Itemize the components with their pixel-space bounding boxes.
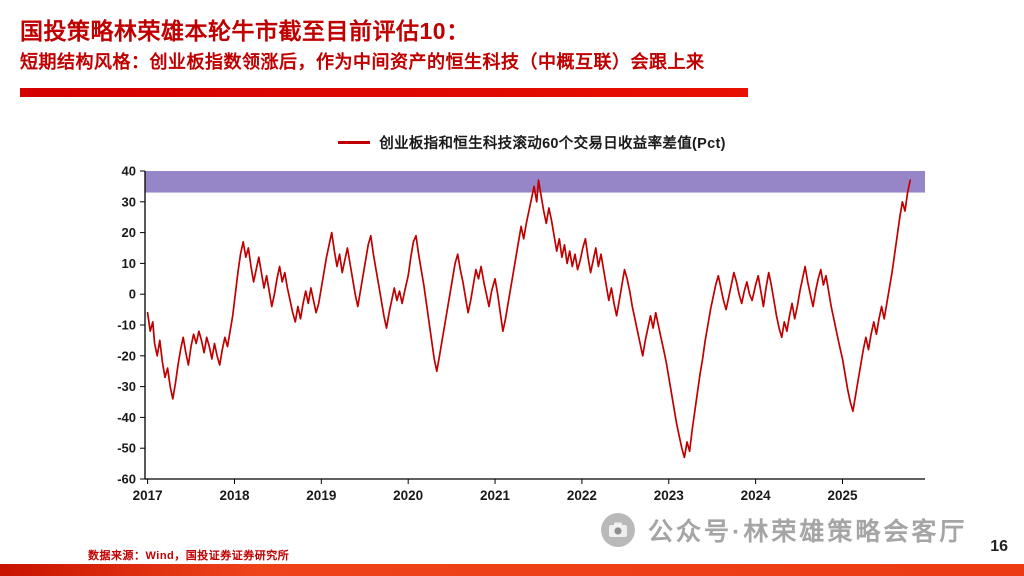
x-tick-label: 2019 (306, 488, 336, 503)
y-tick-label: -20 (117, 348, 136, 363)
y-tick-label: -10 (117, 318, 136, 333)
highlight-band (145, 171, 925, 193)
camera-icon (600, 512, 636, 548)
page-number: 16 (990, 538, 1008, 555)
watermark: 公众号·林荣雄策略会客厅 (600, 512, 967, 548)
x-tick-label: 2018 (219, 488, 250, 503)
y-tick-label: 10 (122, 256, 136, 271)
y-tick-label: -40 (117, 410, 136, 425)
y-tick-label: -50 (117, 441, 136, 456)
chart-block: 创业板指和恒生科技滚动60个交易日收益率差值(Pct) 40 30 20 10 0 -10… (87, 126, 937, 513)
bottom-accent-bar (0, 564, 1024, 576)
y-tick-label: 0 (129, 287, 136, 302)
source-note: 数据来源：Wind，国投证券证券研究所 (88, 550, 290, 562)
legend-label: 创业板指和恒生科技滚动60个交易日收益率差值(Pct) (379, 136, 726, 152)
watermark-text: 公众号·林荣雄策略会客厅 (648, 518, 968, 546)
x-tick-label: 2017 (133, 488, 163, 503)
y-tick-label: -30 (117, 379, 136, 394)
slide-subtitle: 短期结构风格：创业板指数领涨后，作为中间资产的恒生科技（中概互联）会跟上来 (20, 52, 705, 72)
y-tick-label: 20 (122, 225, 136, 240)
y-tick-label: 30 (122, 194, 136, 209)
chart-legend: 创业板指和恒生科技滚动60个交易日收益率差值(Pct) (127, 132, 937, 153)
x-tick-label: 2024 (741, 488, 772, 503)
x-tick-label: 2021 (480, 488, 511, 503)
title-underline-bar (20, 88, 748, 97)
y-tick-label: -60 (117, 472, 136, 487)
x-tick-label: 2023 (654, 488, 685, 503)
x-tick-label: 2025 (827, 488, 858, 503)
legend-line-swatch (338, 141, 371, 144)
slide-title: 国投策略林荣雄本轮牛市截至目前评估10： (20, 18, 470, 44)
y-tick-label: 40 (122, 164, 136, 179)
x-tick-label: 2022 (567, 488, 597, 503)
x-tick-label: 2020 (393, 488, 423, 503)
series-line (146, 179, 912, 459)
